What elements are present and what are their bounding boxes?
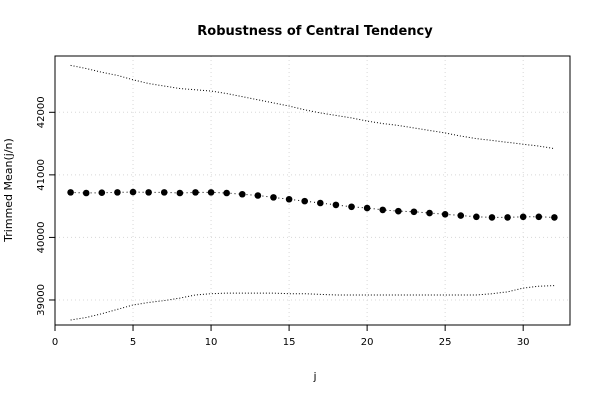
trimmed-mean-point — [160, 189, 168, 196]
trimmed-mean-point — [176, 189, 184, 197]
trimmed-mean-point — [192, 189, 199, 196]
band-line-1 — [70, 64, 555, 150]
band-line-2 — [70, 285, 555, 321]
trimmed-mean-point — [129, 188, 137, 196]
trimmed-mean-point — [535, 213, 543, 221]
trimmed-mean-point — [82, 189, 90, 197]
trimmed-mean-point — [238, 190, 246, 198]
x-tick-label: 5 — [130, 337, 136, 348]
trimmed-mean-point — [519, 213, 527, 221]
trimmed-mean-point — [379, 206, 387, 214]
x-tick-label: 20 — [361, 337, 374, 348]
trimmed-mean-point — [410, 208, 418, 216]
trimmed-mean-point — [473, 213, 480, 221]
trimmed-mean-point — [301, 197, 308, 205]
x-tick-label: 0 — [52, 337, 58, 348]
trimmed-mean-point — [285, 195, 293, 203]
trimmed-mean-point — [207, 189, 215, 196]
plot-frame — [54, 55, 571, 326]
trimmed-mean-point — [317, 199, 324, 207]
trimmed-mean-point — [98, 189, 106, 196]
trimmed-mean-line — [70, 191, 555, 218]
trimmed-mean-point — [348, 203, 355, 211]
y-tick-label: 41000 — [36, 159, 47, 191]
y-axis-label: Trimmed Mean(j/n) — [2, 138, 15, 243]
trimmed-mean-point — [426, 209, 433, 217]
plot-data — [67, 64, 558, 321]
x-tick-label: 15 — [283, 337, 296, 348]
trimmed-mean-point — [363, 204, 371, 212]
trimmed-mean-point — [504, 214, 511, 221]
x-tick-label: 30 — [517, 337, 530, 348]
axes: 0 5 10 15 20 25 30 39000 40000 41000 42000 — [36, 96, 530, 348]
x-axis-label: j — [312, 370, 316, 383]
trimmed-mean-point — [441, 210, 449, 218]
x-tick-label: 10 — [205, 337, 218, 348]
trimmed-mean-point — [254, 192, 262, 199]
chart-title: Robustness of Central Tendency — [197, 24, 433, 39]
trimmed-mean-point — [457, 212, 465, 219]
y-tick-label: 39000 — [36, 284, 47, 316]
trimmed-mean-point — [114, 189, 121, 196]
grid — [54, 56, 570, 325]
trimmed-mean-point — [270, 194, 277, 201]
y-tick-label: 42000 — [36, 96, 47, 128]
trimmed-mean-point — [67, 189, 74, 196]
trimmed-mean-point — [488, 214, 496, 221]
trimmed-mean-point — [145, 189, 152, 196]
trimmed-mean-point — [223, 189, 230, 197]
trimmed-mean-point — [551, 214, 558, 221]
trimmed-mean-point — [395, 207, 402, 215]
x-tick-label: 25 — [439, 337, 452, 348]
trimmed-mean-point — [332, 201, 340, 209]
y-tick-label: 40000 — [36, 222, 47, 254]
